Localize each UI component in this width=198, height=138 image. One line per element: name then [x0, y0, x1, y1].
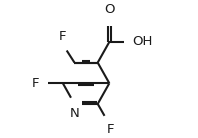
Text: F: F: [32, 77, 40, 90]
Text: OH: OH: [133, 35, 153, 48]
Text: N: N: [69, 107, 79, 120]
Text: O: O: [104, 3, 115, 16]
Text: F: F: [59, 30, 67, 43]
Text: F: F: [107, 123, 114, 136]
